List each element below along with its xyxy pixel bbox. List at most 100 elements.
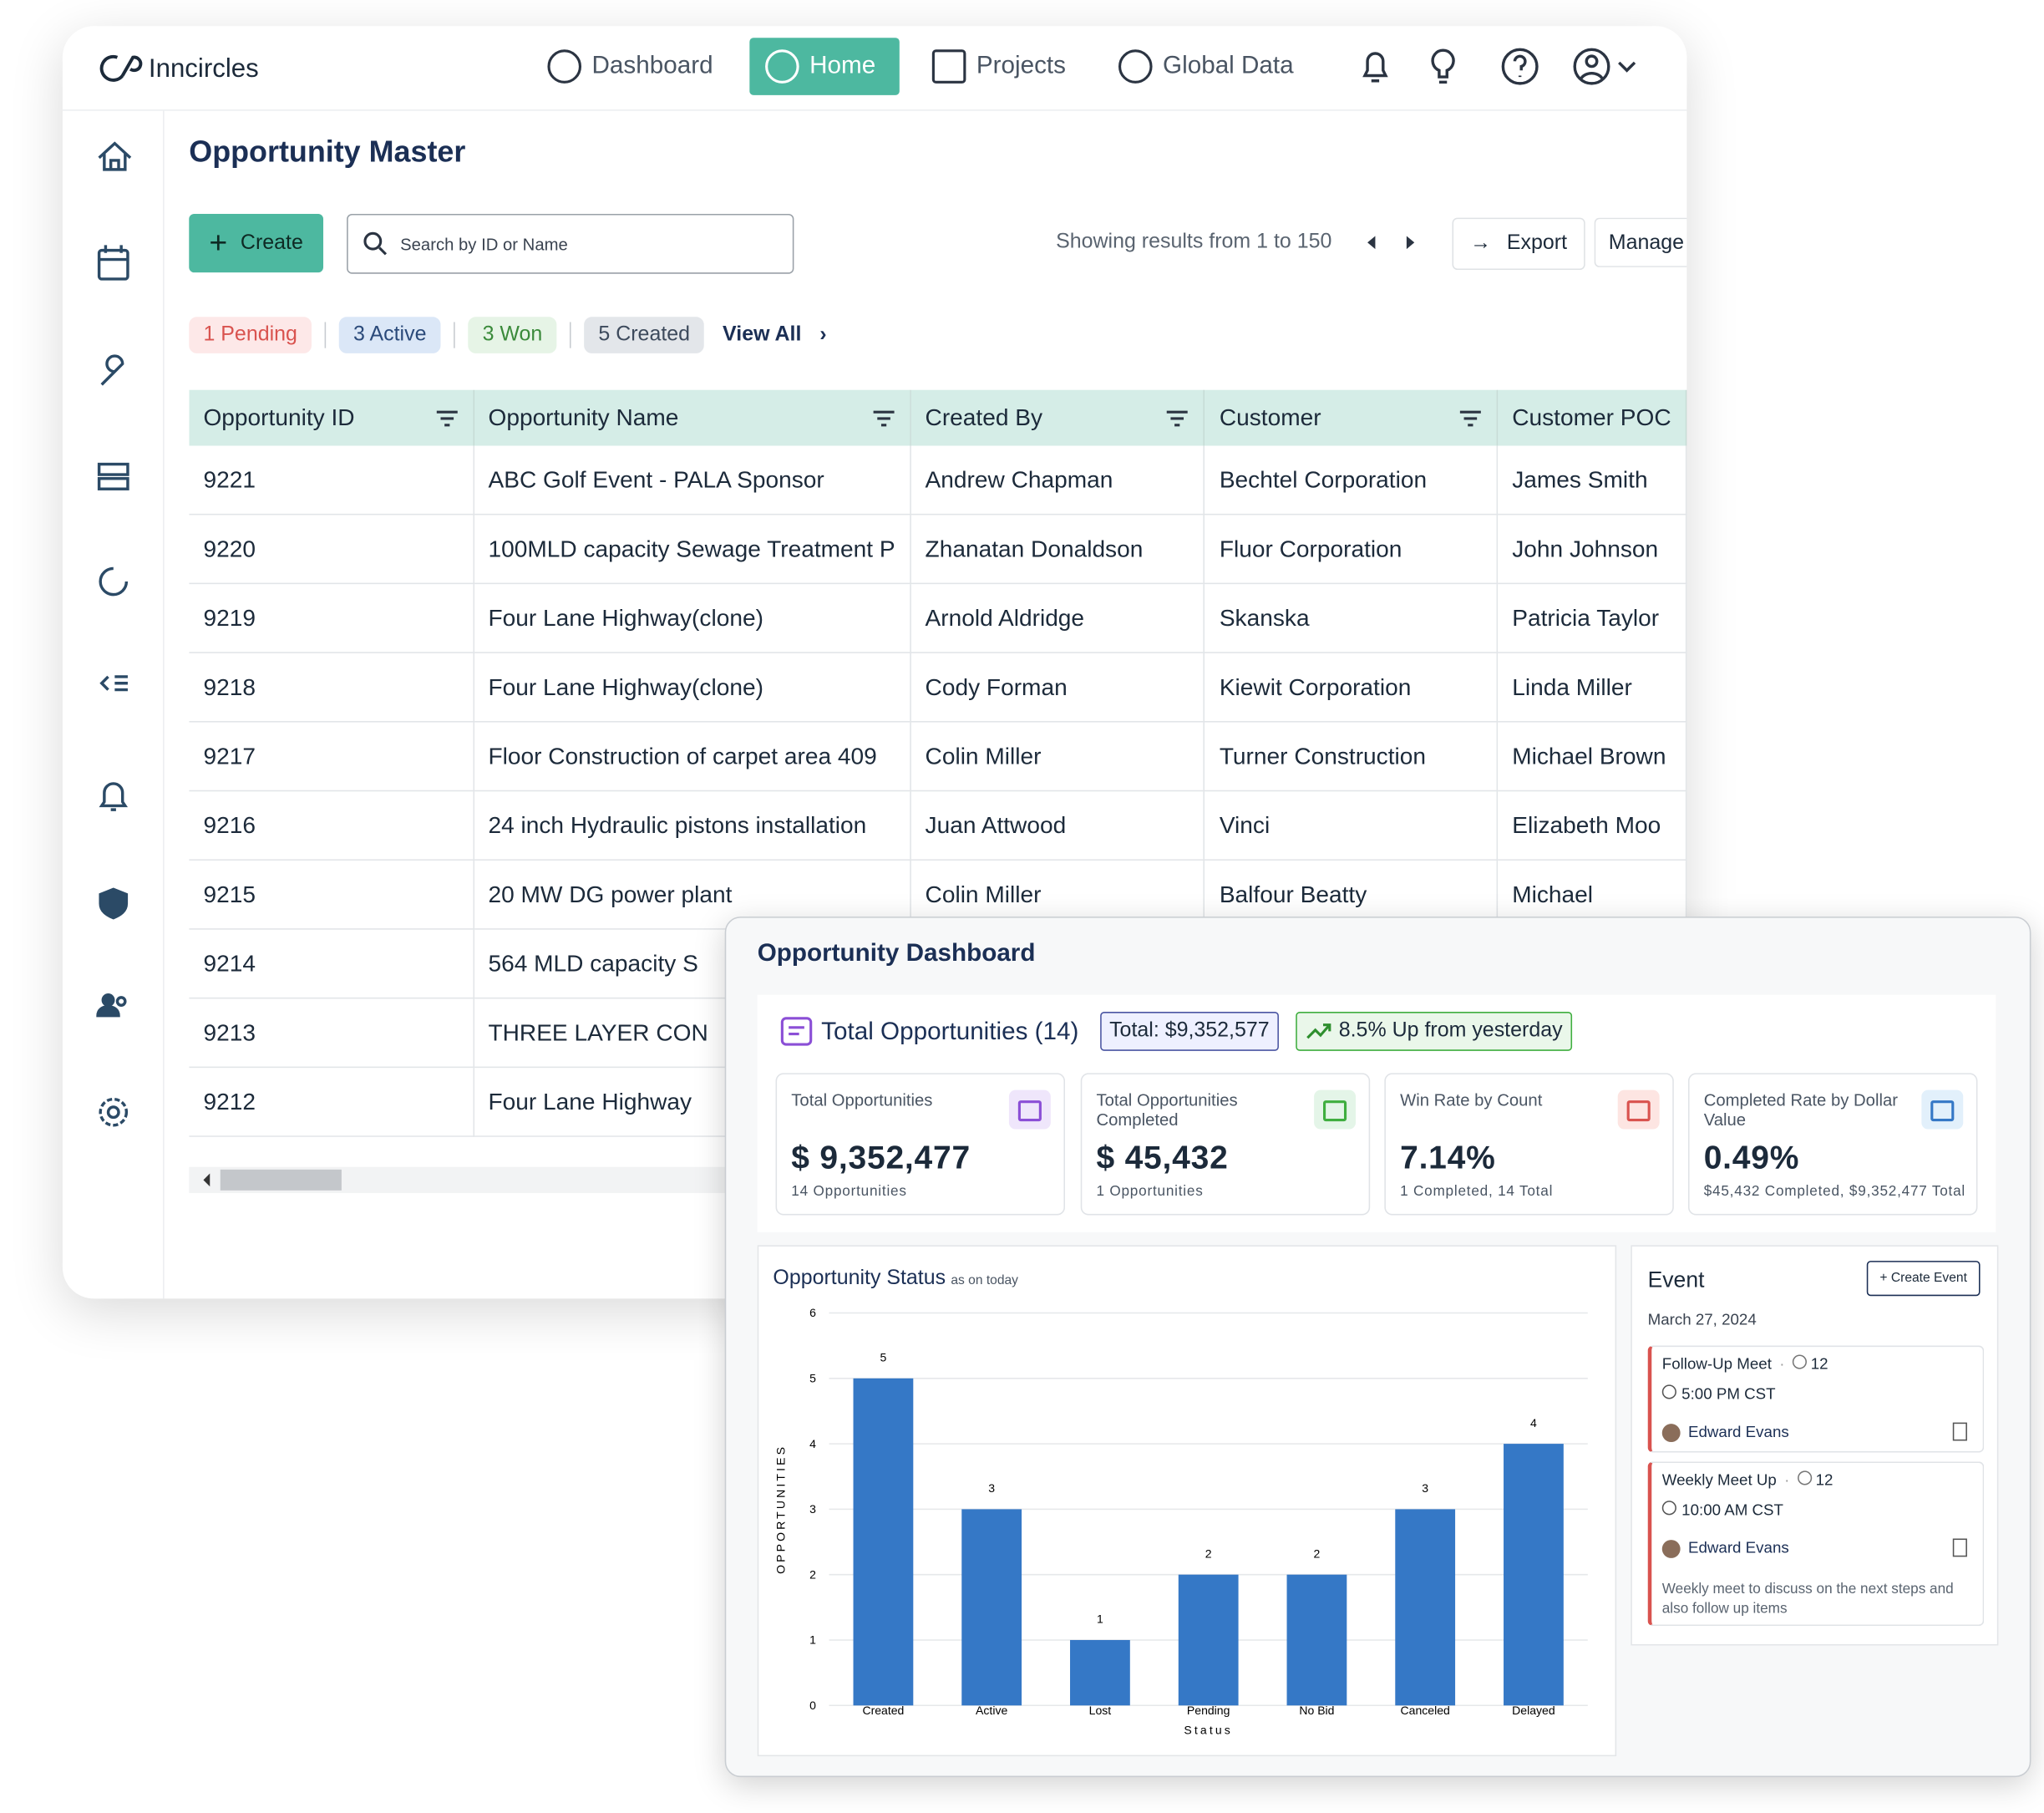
event-dot: · [1784,1470,1790,1490]
separator [324,322,327,348]
x-tick-label: Canceled [1401,1704,1450,1717]
create-button[interactable]: + Create [189,213,324,273]
top-icons [1362,48,1636,85]
table-cell: Four Lane Highway(clone) [473,583,911,653]
column-label: Opportunity ID [203,404,355,430]
kpi-glyph [1930,1100,1955,1122]
filter-icon[interactable] [1166,409,1189,428]
column-header: Customer POC [1497,389,1687,446]
kpi-sub: 14 Opportunities [791,1184,907,1200]
trend-badge: 8.5% Up from yesterday [1296,1012,1572,1051]
kpi-label: Completed Rate by Dollar Value [1703,1089,1899,1130]
filter-chip[interactable]: 1 Pending [189,317,312,353]
table-cell: 9219 [189,583,474,653]
kpi-glyph [1323,1100,1347,1122]
search-placeholder: Search by ID or Name [400,234,568,255]
manage-button[interactable]: Manage [1594,217,1687,267]
table-cell: Zhanatan Donaldson [910,514,1205,585]
table-row: 9220 100MLD capacity Sewage Treatment P Zh… [189,514,1687,585]
attendee-icon [1792,1354,1808,1369]
table-row: 9217 Floor Construction of carpet area 40… [189,721,1687,792]
filter-chip[interactable]: 5 Created [584,317,705,353]
table-cell: Fluor Corporation [1204,514,1499,585]
table-cell: Vinci [1204,790,1499,861]
kpi-label: Win Rate by Count [1400,1089,1543,1110]
person-name: Edward Evans [1687,1538,1789,1557]
doc-icon[interactable] [1952,1422,1967,1441]
clock-icon [1661,1501,1676,1516]
table-row: 9216 24 inch Hydraulic pistons installati… [189,790,1687,861]
filter-icon[interactable] [872,409,895,428]
table-cell: Turner Construction [1204,721,1499,792]
y-tick-label: 0 [809,1699,816,1712]
person-name: Edward Evans [1687,1422,1789,1441]
table-cell: Four Lane Highway(clone) [473,653,911,723]
nav-item[interactable]: Projects [931,38,1066,95]
x-tick-label: Lost [1089,1704,1112,1717]
event-time: 5:00 PM CST [1661,1384,1776,1403]
kpi-icon [1008,1089,1051,1130]
table-cell: 9216 [189,790,474,861]
trend-text: 8.5% Up from yesterday [1338,1019,1563,1042]
nav-label: Home [809,52,876,80]
scrollbar[interactable] [189,1166,737,1193]
kpi-card: Total Opportunities Completed $ 45,432 1 O… [1080,1073,1371,1216]
nav-item[interactable]: Dashboard [547,38,713,95]
table-row: 9215 20 MW DG power plant Colin Miller Balf… [189,860,1687,930]
event-desc: Weekly meet to discuss on the next steps… [1661,1582,1954,1617]
pager[interactable] [1363,232,1421,253]
table-cell: 9212 [189,1067,474,1137]
bar [1504,1444,1564,1706]
export-button[interactable]: → Export [1452,217,1585,271]
kpi-icon [1921,1089,1964,1130]
kpi-glyph [1017,1100,1042,1122]
kpi-sub: $45,432 Completed, $9,352,477 Total [1703,1184,1966,1200]
table-cell: 9217 [189,721,474,792]
filter-icon[interactable] [1458,409,1482,428]
filter-chip[interactable]: 3 Won [468,317,557,353]
nav-item[interactable]: Global Data [1118,38,1294,95]
x-tick-label: Pending [1187,1704,1230,1717]
dashboard-title: Opportunity Dashboard [757,940,1036,967]
table-cell: Skanska [1204,583,1499,653]
scroll-arrow[interactable] [197,1173,210,1187]
event-head: Weekly Meet Up · 12 [1661,1470,1833,1490]
y-tick-label: 2 [809,1567,816,1581]
brand: Inncircles [148,54,259,84]
table: Opportunity ID Opportunity Name Created By… [189,389,1687,1137]
export-label: Export [1506,231,1568,255]
search-box[interactable]: Search by ID or Name [347,213,794,274]
y-tick-label: 4 [809,1437,816,1450]
bar [961,1509,1022,1706]
event-title: Weekly Meet Up [1661,1470,1777,1490]
bar [1070,1639,1130,1706]
doc-icon[interactable] [1952,1538,1967,1557]
kpi-value: $ 9,352,477 [791,1139,971,1176]
nav-icon [931,49,966,84]
table-cell: 9220 [189,514,474,585]
column-label: Customer POC [1512,404,1671,430]
create-event-button[interactable]: + Create Event [1866,1261,1981,1297]
chart-title-text: Opportunity Status [773,1266,946,1289]
filter-icon[interactable] [434,409,458,428]
filter-chip[interactable]: 3 Active [338,317,441,353]
y-tick-label: 5 [809,1371,816,1384]
trend-icon [1306,1023,1331,1039]
value-label: 5 [880,1351,887,1364]
sidebar-icons [96,141,132,1127]
table-cell: Linda Miller [1497,653,1687,723]
table-cell: Kiewit Corporation [1204,653,1499,723]
kpi-sub: 1 Completed, 14 Total [1400,1184,1554,1200]
table-cell: 24 inch Hydraulic pistons installation [473,790,911,861]
event-title: Follow-Up Meet [1661,1354,1772,1374]
attendee-icon [1797,1470,1812,1485]
column-header: Opportunity ID [189,389,474,446]
view-all[interactable]: View All › [723,323,827,347]
nav-item[interactable]: Home [749,38,900,95]
scroll-thumb[interactable] [220,1169,342,1191]
table-cell: 9215 [189,860,474,930]
filter-lines [1167,410,1189,427]
search-icon [363,231,388,256]
filter-lines [1459,410,1481,427]
